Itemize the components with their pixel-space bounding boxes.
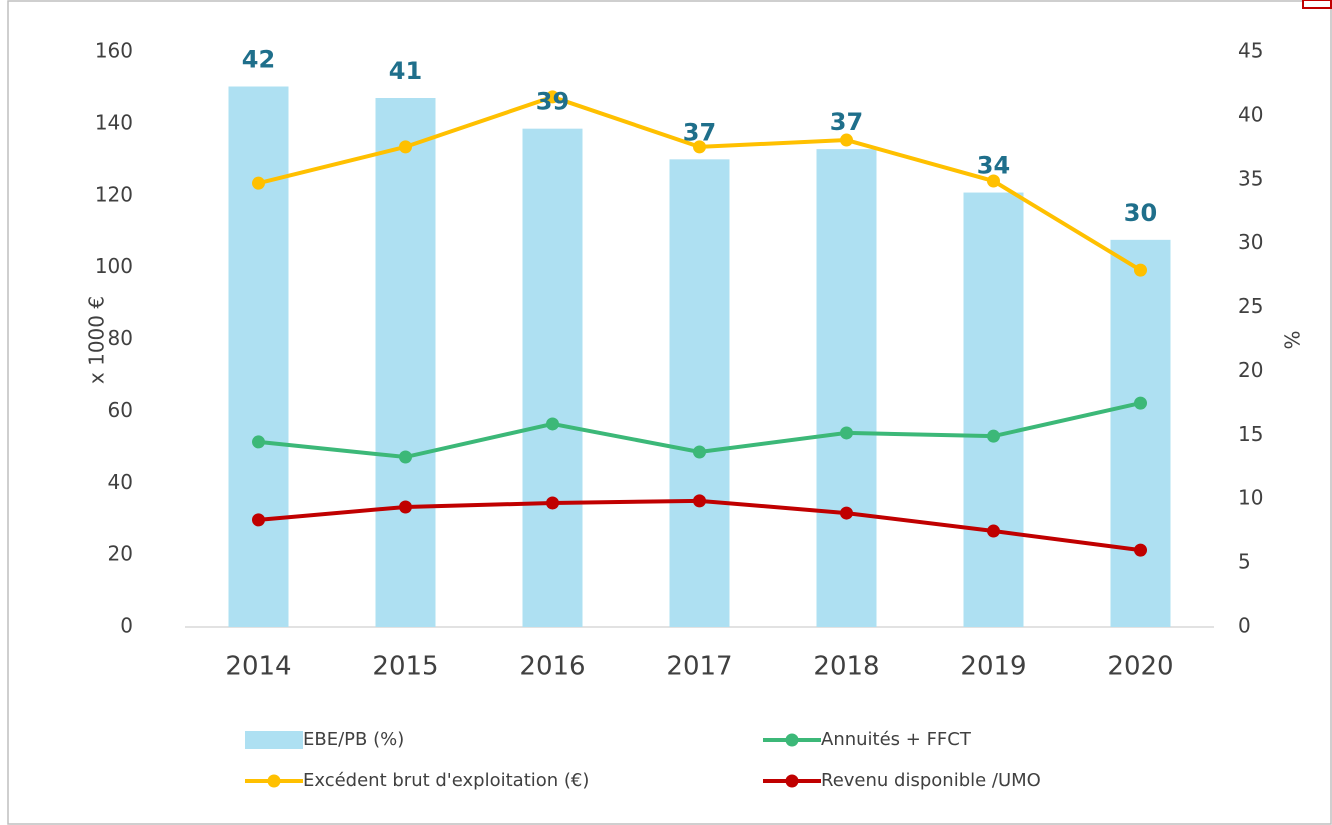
line-point bbox=[399, 140, 412, 154]
y2-tick-label: 15 bbox=[1238, 422, 1263, 446]
line-point bbox=[987, 524, 1000, 538]
data-label: 30 bbox=[1124, 199, 1157, 227]
y2-axis-title: % bbox=[1280, 330, 1304, 349]
y2-tick-label: 30 bbox=[1238, 230, 1263, 254]
x-tick-label: 2019 bbox=[960, 652, 1026, 682]
y-tick-label: 40 bbox=[108, 470, 133, 494]
line-point bbox=[1134, 396, 1147, 410]
line-point bbox=[546, 496, 559, 510]
data-label: 37 bbox=[830, 108, 863, 136]
line-point bbox=[693, 494, 706, 508]
line-point bbox=[1134, 543, 1147, 557]
y-tick-label: 60 bbox=[108, 398, 133, 422]
line-point bbox=[399, 450, 412, 464]
line-point bbox=[1134, 263, 1147, 277]
bar bbox=[375, 98, 436, 627]
legend-label: Annuités + FFCT bbox=[821, 729, 972, 750]
legend-label: Revenu disponible /UMO bbox=[821, 770, 1041, 791]
y-tick-label: 120 bbox=[95, 182, 133, 206]
line-point bbox=[840, 426, 853, 440]
y2-tick-label: 45 bbox=[1238, 39, 1263, 63]
line-point bbox=[987, 429, 1000, 443]
bar bbox=[1110, 239, 1171, 628]
y-tick-label: 80 bbox=[108, 326, 133, 350]
legend-label: Excédent brut d'exploitation (€) bbox=[303, 770, 589, 791]
line-point bbox=[252, 435, 265, 449]
line-point bbox=[987, 174, 1000, 188]
legend-swatch bbox=[785, 774, 799, 788]
x-tick-label: 2017 bbox=[666, 652, 732, 682]
x-tick-label: 2014 bbox=[225, 652, 291, 682]
data-label: 34 bbox=[977, 152, 1010, 180]
line-point bbox=[840, 133, 853, 147]
y2-tick-label: 20 bbox=[1238, 358, 1263, 382]
y2-tick-label: 25 bbox=[1238, 294, 1263, 318]
line-point bbox=[252, 513, 265, 527]
bar bbox=[963, 192, 1024, 628]
y2-tick-label: 35 bbox=[1238, 166, 1263, 190]
line-point bbox=[693, 140, 706, 154]
y-tick-label: 0 bbox=[120, 614, 133, 638]
line-point bbox=[399, 500, 412, 514]
bar bbox=[816, 149, 877, 627]
y-tick-label: 100 bbox=[95, 254, 133, 278]
line-point bbox=[546, 90, 559, 104]
data-label: 37 bbox=[683, 118, 716, 146]
y2-tick-label: 10 bbox=[1238, 486, 1263, 510]
legend-swatch bbox=[245, 731, 303, 749]
x-tick-label: 2015 bbox=[372, 652, 438, 682]
y2-tick-label: 40 bbox=[1238, 102, 1263, 126]
legend-swatch bbox=[785, 733, 799, 747]
line-point bbox=[840, 506, 853, 520]
x-tick-label: 2016 bbox=[519, 652, 585, 682]
x-tick-label: 2020 bbox=[1107, 652, 1173, 682]
bar bbox=[228, 86, 289, 627]
y2-tick-label: 5 bbox=[1238, 550, 1251, 574]
y-tick-label: 160 bbox=[95, 39, 133, 63]
bar bbox=[669, 159, 730, 628]
y-tick-label: 20 bbox=[108, 542, 133, 566]
data-label: 41 bbox=[389, 57, 422, 85]
data-label: 42 bbox=[242, 46, 275, 74]
data-label: 39 bbox=[536, 88, 569, 116]
y2-tick-label: 0 bbox=[1238, 614, 1251, 638]
line-point bbox=[693, 445, 706, 459]
y-axis-title: x 1000 € bbox=[85, 296, 109, 384]
y-tick-label: 140 bbox=[95, 110, 133, 134]
bar bbox=[522, 128, 583, 627]
x-tick-label: 2018 bbox=[813, 652, 879, 682]
legend-swatch bbox=[267, 774, 281, 788]
line-point bbox=[252, 176, 265, 190]
legend-label: EBE/PB (%) bbox=[303, 729, 404, 750]
line-point bbox=[546, 417, 559, 431]
corner-icon bbox=[1302, 0, 1332, 9]
